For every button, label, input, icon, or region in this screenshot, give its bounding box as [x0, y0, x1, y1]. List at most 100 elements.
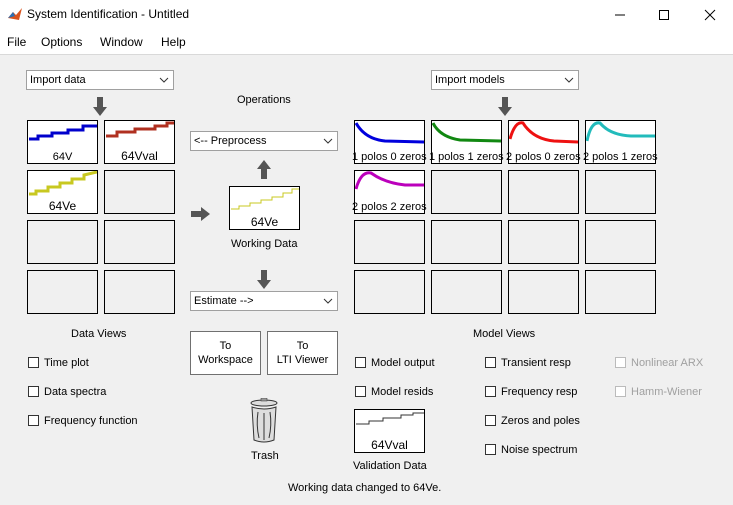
- import-data-label: Import data: [30, 74, 86, 86]
- import-data-dropdown[interactable]: Import data: [26, 70, 174, 90]
- frequency-function-label: Frequency function: [44, 415, 138, 427]
- model-board-empty[interactable]: [354, 220, 425, 264]
- zeros-poles-checkbox[interactable]: [485, 415, 496, 426]
- minimize-icon: [615, 14, 625, 16]
- time-plot-checkbox[interactable]: [28, 357, 39, 368]
- data-views-label: Data Views: [71, 328, 127, 340]
- model-board-empty[interactable]: [354, 270, 425, 314]
- model-curve-icon: [509, 121, 578, 144]
- data-board-empty[interactable]: [104, 220, 175, 264]
- model-output-label: Model output: [371, 357, 435, 369]
- trash-icon[interactable]: [248, 398, 280, 444]
- menu-options[interactable]: Options: [41, 35, 83, 49]
- data-spectra-label: Data spectra: [44, 386, 107, 398]
- chevron-down-icon: [156, 72, 172, 88]
- data-board-empty[interactable]: [104, 270, 175, 314]
- working-data-name: 64Ve: [250, 215, 279, 229]
- time-plot-label: Time plot: [44, 357, 89, 369]
- data-board-64vval[interactable]: 64Vval: [104, 120, 175, 164]
- nonlinear-arx-checkbox[interactable]: [615, 357, 626, 368]
- import-models-dropdown[interactable]: Import models: [431, 70, 579, 90]
- arrow-up-icon: [257, 160, 271, 179]
- model-output-checkbox[interactable]: [355, 357, 366, 368]
- operations-label: Operations: [237, 94, 291, 106]
- data-board-empty[interactable]: [27, 220, 98, 264]
- to-workspace-button[interactable]: To Workspace: [190, 331, 261, 375]
- model-curve-icon: [432, 122, 501, 143]
- trash-label: Trash: [251, 450, 279, 462]
- model-board-1p1z[interactable]: 1 polos 1 zeros: [429, 120, 504, 164]
- data-board-64ve[interactable]: 64Ve: [27, 170, 98, 214]
- data-signal-icon: [231, 188, 299, 210]
- noise-spectrum-checkbox[interactable]: [485, 444, 496, 455]
- menu-file[interactable]: File: [7, 35, 27, 49]
- arrow-down-icon: [257, 270, 271, 289]
- model-board-empty[interactable]: [585, 270, 656, 314]
- frequency-resp-label: Frequency resp: [501, 386, 578, 398]
- model-board-label: 1 polos 0 zeros: [352, 151, 427, 163]
- data-board-64v[interactable]: 64V: [27, 120, 98, 164]
- menu-window[interactable]: Window: [100, 35, 143, 49]
- close-button[interactable]: [687, 0, 733, 30]
- preprocess-label: <-- Preprocess: [194, 135, 267, 147]
- model-board-2p0z[interactable]: 2 polos 0 zeros: [506, 120, 581, 164]
- model-curve-icon: [355, 171, 424, 190]
- model-board-label: 2 polos 2 zeros: [352, 201, 427, 213]
- model-board-1p0z[interactable]: 1 polos 0 zeros: [352, 120, 427, 164]
- matlab-app-icon: [8, 8, 22, 20]
- to-workspace-line1: To: [219, 340, 232, 352]
- window-title: System Identification - Untitled: [27, 7, 190, 21]
- preprocess-dropdown[interactable]: <-- Preprocess: [190, 131, 338, 151]
- chevron-down-icon: [320, 133, 336, 149]
- menu-help[interactable]: Help: [161, 35, 186, 49]
- working-data-board[interactable]: 64Ve: [229, 186, 300, 230]
- working-data-label: Working Data: [231, 238, 298, 250]
- data-board-empty[interactable]: [104, 170, 175, 214]
- noise-spectrum-label: Noise spectrum: [501, 444, 578, 456]
- chevron-down-icon: [561, 72, 577, 88]
- data-signal-icon: [29, 124, 97, 141]
- arrow-right-icon: [191, 207, 210, 221]
- model-resids-label: Model resids: [371, 386, 434, 398]
- model-board-2p2z[interactable]: 2 polos 2 zeros: [352, 170, 427, 214]
- to-lti-viewer-button[interactable]: To LTI Viewer: [267, 331, 338, 375]
- model-resids-checkbox[interactable]: [355, 386, 366, 397]
- to-workspace-line2: Workspace: [198, 354, 253, 366]
- model-board-empty[interactable]: [431, 220, 502, 264]
- model-board-empty[interactable]: [508, 220, 579, 264]
- status-text: Working data changed to 64Ve.: [288, 482, 442, 494]
- validation-data-label: Validation Data: [353, 460, 427, 472]
- zeros-poles-label: Zeros and poles: [501, 415, 580, 427]
- model-board-label: 2 polos 0 zeros: [506, 151, 581, 163]
- data-signal-icon: [356, 412, 424, 425]
- frequency-resp-checkbox[interactable]: [485, 386, 496, 397]
- model-views-label: Model Views: [473, 328, 536, 340]
- data-board-label: 64V: [52, 151, 73, 163]
- data-board-label: 64Vval: [121, 149, 158, 163]
- arrow-down-icon: [93, 97, 107, 116]
- transient-resp-checkbox[interactable]: [485, 357, 496, 368]
- validation-data-board[interactable]: 64Vval: [354, 409, 425, 453]
- model-board-empty[interactable]: [585, 220, 656, 264]
- data-spectra-checkbox[interactable]: [28, 386, 39, 397]
- to-lti-line1: To: [296, 340, 309, 352]
- hamm-wiener-checkbox[interactable]: [615, 386, 626, 397]
- estimate-dropdown[interactable]: Estimate -->: [190, 291, 338, 311]
- model-board-empty[interactable]: [431, 170, 502, 214]
- model-board-empty[interactable]: [508, 270, 579, 314]
- title-bar: System Identification - Untitled: [0, 0, 733, 30]
- model-board-empty[interactable]: [431, 270, 502, 314]
- model-board-label: 1 polos 1 zeros: [429, 151, 504, 163]
- data-board-empty[interactable]: [27, 270, 98, 314]
- model-board-label: 2 polos 1 zeros: [583, 151, 658, 163]
- model-board-empty[interactable]: [585, 170, 656, 214]
- minimize-button[interactable]: [597, 0, 643, 30]
- model-curve-icon: [355, 122, 424, 144]
- hamm-wiener-label: Hamm-Wiener: [631, 386, 702, 398]
- frequency-function-checkbox[interactable]: [28, 415, 39, 426]
- menu-bar: File Options Window Help: [0, 30, 733, 55]
- arrow-down-icon: [498, 97, 512, 116]
- model-board-empty[interactable]: [508, 170, 579, 214]
- maximize-button[interactable]: [641, 0, 687, 30]
- model-board-2p1z[interactable]: 2 polos 1 zeros: [583, 120, 658, 164]
